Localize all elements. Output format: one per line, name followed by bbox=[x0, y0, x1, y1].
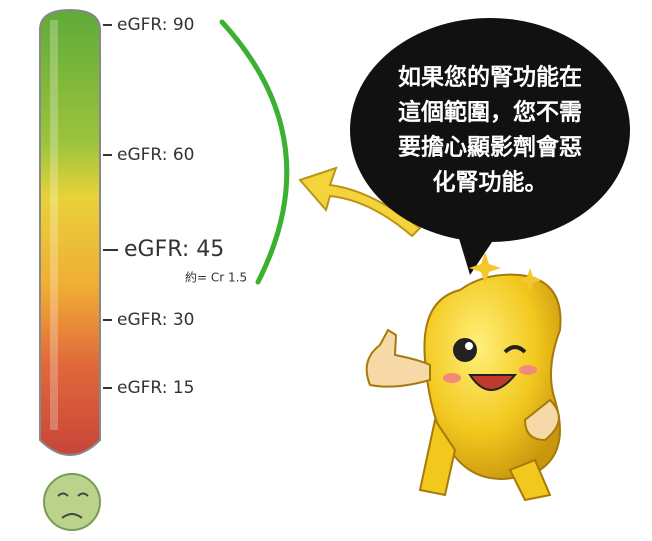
scale-label: eGFR: 90 bbox=[117, 15, 194, 35]
scale-label: eGFR: 15 bbox=[117, 378, 194, 398]
scale-label: eGFR: 30 bbox=[117, 310, 194, 330]
bubble-text: 如果您的腎功能在 bbox=[398, 64, 582, 91]
sick-face bbox=[44, 474, 100, 530]
bubble-text: 要擔心顯影劑會惡 bbox=[398, 134, 582, 161]
scale-note: 約= Cr 1.5 bbox=[185, 270, 247, 285]
scale-label: eGFR: 60 bbox=[117, 145, 194, 165]
gauge-tube bbox=[40, 10, 100, 455]
scale-label: eGFR: 45 bbox=[124, 237, 224, 262]
infographic: eGFR: 90 eGFR: 60 eGFR: 45 eGFR: 30 eGFR… bbox=[0, 0, 652, 541]
bubble-text: 這個範圍，您不需 bbox=[398, 99, 582, 126]
bubble-text: 化腎功能。 bbox=[433, 169, 548, 196]
